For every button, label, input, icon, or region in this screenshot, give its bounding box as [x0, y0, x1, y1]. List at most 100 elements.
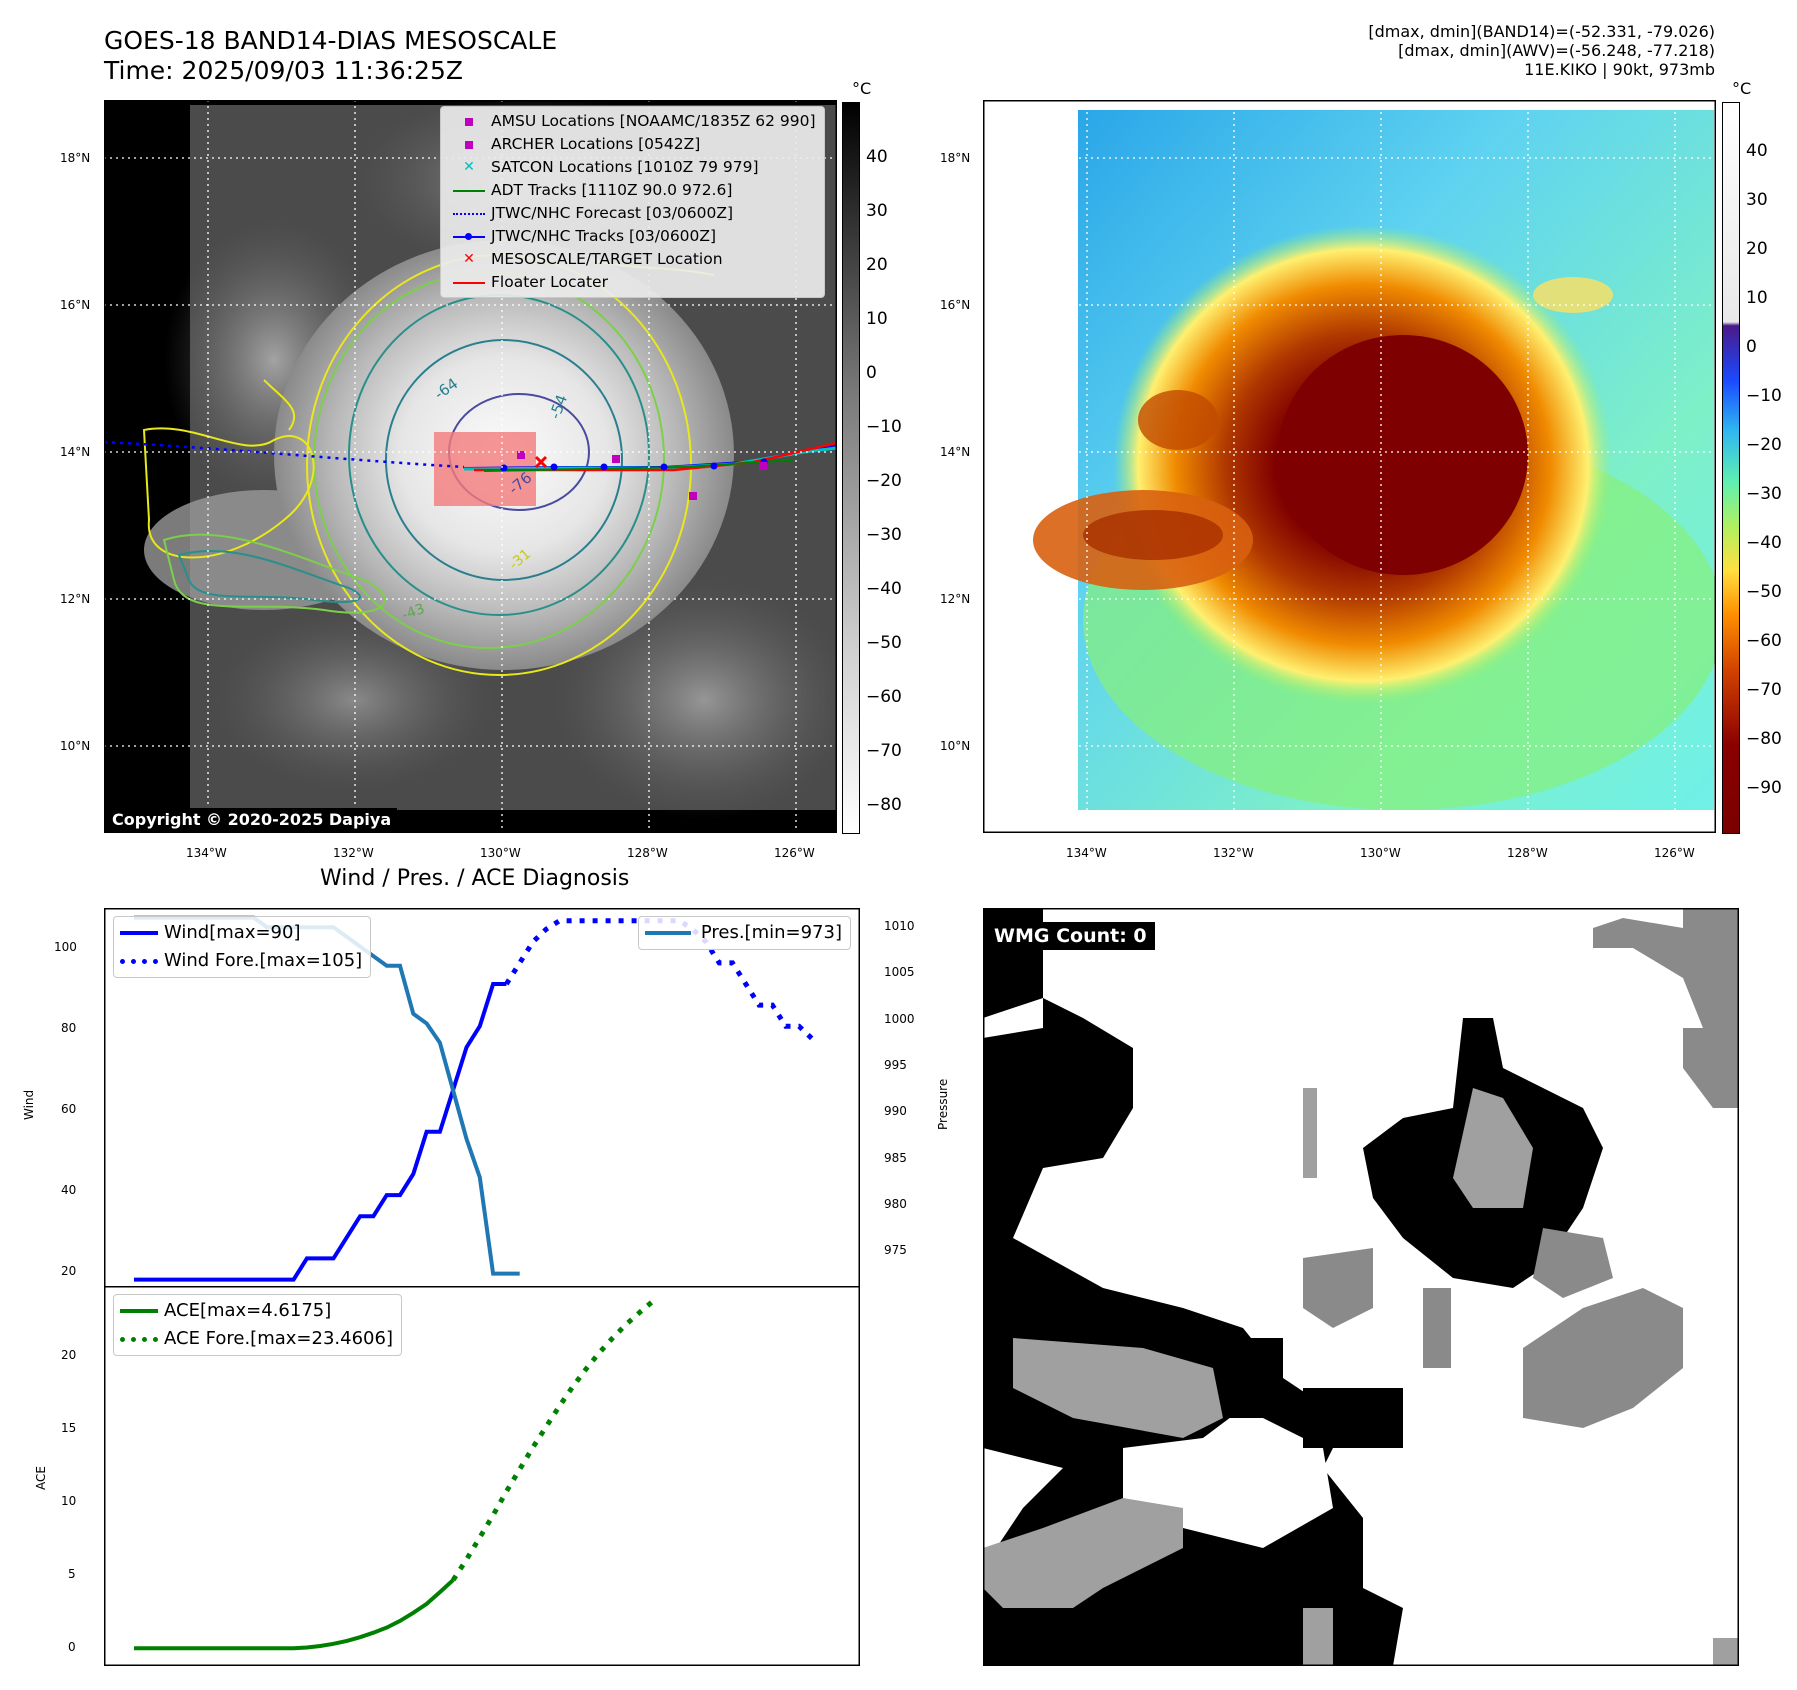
- gray-cb-tick-10: 10: [866, 309, 888, 329]
- pres-tick-975: 975: [884, 1243, 907, 1257]
- green-dotted-line-icon: [120, 1336, 164, 1342]
- legend-item-adt: ADT Tracks [1110Z 90.0 972.6]: [447, 179, 816, 202]
- legend-item-satcon: ✕ SATCON Locations [1010Z 79 979]: [447, 156, 816, 179]
- color-cb-tick-30: 30: [1746, 190, 1768, 210]
- legend-item-amsu: AMSU Locations [NOAAMC/1835Z 62 990]: [447, 110, 816, 133]
- wind-tick-20: 20: [61, 1264, 77, 1278]
- storm-info: [dmax, dmin](BAND14)=(-52.331, -79.026) …: [1368, 22, 1715, 79]
- lon-label-132w-right: 132°W: [1213, 846, 1254, 860]
- lat-label-16n: 16°N: [60, 298, 91, 312]
- info-line-1: [dmax, dmin](BAND14)=(-52.331, -79.026): [1368, 22, 1715, 41]
- ace-legend: ACE[max=4.6175] ACE Fore.[max=23.4606]: [113, 1294, 402, 1356]
- wmg-count-label: WMG Count: 0: [986, 922, 1155, 950]
- wind-tick-60: 60: [61, 1102, 77, 1116]
- gray-colorbar: [842, 102, 860, 834]
- wmg-mask-image: [983, 908, 1739, 1666]
- color-cb-tick-m30: −30: [1746, 484, 1782, 504]
- red-x-icon: ✕: [463, 251, 475, 267]
- gray-cb-tick-m30: −30: [866, 525, 902, 545]
- pres-tick-995: 995: [884, 1058, 907, 1072]
- ace-tick-20: 20: [61, 1348, 77, 1362]
- ace-chart: ACE[max=4.6175] ACE Fore.[max=23.4606]: [104, 1286, 860, 1666]
- lon-label-126w-right: 126°W: [1654, 846, 1695, 860]
- green-line-icon: [120, 1309, 164, 1313]
- cyan-x-icon: ✕: [463, 159, 475, 175]
- color-map-image: [983, 100, 1716, 833]
- color-cb-tick-m50: −50: [1746, 582, 1782, 602]
- ace-forecast-line: [451, 1299, 655, 1582]
- lat-label-18n-right: 18°N: [940, 151, 971, 165]
- gray-cb-tick-40: 40: [866, 147, 888, 167]
- lon-label-134w-right: 134°W: [1066, 846, 1107, 860]
- legend-item-archer: ARCHER Locations [0542Z]: [447, 133, 816, 156]
- color-colorbar: [1722, 102, 1740, 834]
- color-cb-tick-m70: −70: [1746, 680, 1782, 700]
- blue-dotted-line-icon: [120, 958, 164, 964]
- lat-label-10n: 10°N: [60, 739, 91, 753]
- info-line-2: [dmax, dmin](AWV)=(-56.248, -77.218): [1398, 41, 1715, 60]
- pres-tick-980: 980: [884, 1197, 907, 1211]
- gray-cb-tick-m80: −80: [866, 795, 902, 815]
- legend-item-tracks: JTWC/NHC Tracks [03/0600Z]: [447, 225, 816, 248]
- blue-dot-line-icon: [447, 226, 491, 248]
- title-line-2: Time: 2025/09/03 11:36:25Z: [104, 56, 463, 85]
- legend-item-floater: Floater Locater: [447, 271, 816, 294]
- gray-cb-tick-m60: −60: [866, 687, 902, 707]
- color-cb-tick-40: 40: [1746, 141, 1768, 161]
- pres-tick-990: 990: [884, 1104, 907, 1118]
- lat-label-12n: 12°N: [60, 592, 91, 606]
- color-cb-tick-10: 10: [1746, 288, 1768, 308]
- lon-label-126w: 126°W: [774, 846, 815, 860]
- lon-label-130w-right: 130°W: [1360, 846, 1401, 860]
- adt-track: [483, 459, 795, 472]
- ace-tick-5: 5: [68, 1567, 76, 1581]
- wind-tick-40: 40: [61, 1183, 77, 1197]
- lat-label-12n-right: 12°N: [940, 592, 971, 606]
- color-colorbar-unit: °C: [1732, 79, 1752, 98]
- red-line-icon: [447, 272, 491, 294]
- lat-label-14n: 14°N: [60, 445, 91, 459]
- lon-label-132w: 132°W: [333, 846, 374, 860]
- color-cb-tick-m20: −20: [1746, 435, 1782, 455]
- ace-axis-label: ACE: [34, 1466, 48, 1490]
- color-map-panel: [983, 100, 1716, 833]
- ace-tick-15: 15: [61, 1421, 77, 1435]
- map-legend: AMSU Locations [NOAAMC/1835Z 62 990] ARC…: [440, 106, 825, 298]
- wmg-panel: WMG Count: 0: [983, 908, 1739, 1666]
- pressure-legend: Pres.[min=973]: [637, 916, 851, 950]
- ir-map-panel: -64 -54 -76 -43 -31 Copyright © 2020-202…: [104, 100, 837, 833]
- wind-pressure-chart: Wind[max=90] Wind Fore.[max=105] Pres.[m…: [104, 908, 860, 1288]
- gray-cb-tick-m20: −20: [866, 471, 902, 491]
- ace-observed-line: [134, 1578, 455, 1651]
- wind-tick-100: 100: [54, 940, 77, 954]
- ace-tick-0: 0: [68, 1640, 76, 1654]
- color-cb-tick-m60: −60: [1746, 631, 1782, 651]
- blue-line-icon: [120, 931, 164, 935]
- color-cb-tick-0: 0: [1746, 337, 1757, 357]
- color-cb-tick-20: 20: [1746, 239, 1768, 259]
- wind-legend: Wind[max=90] Wind Fore.[max=105]: [113, 916, 372, 978]
- gray-cb-tick-m40: −40: [866, 579, 902, 599]
- pressure-axis-label: Pressure: [936, 1078, 950, 1130]
- wind-tick-80: 80: [61, 1021, 77, 1035]
- ace-tick-10: 10: [61, 1494, 77, 1508]
- legend-item-target: ✕ MESOSCALE/TARGET Location: [447, 248, 816, 271]
- green-line-icon: [447, 180, 491, 202]
- title-line-1: GOES-18 BAND14-DIAS MESOSCALE: [104, 26, 558, 55]
- gray-cb-tick-0: 0: [866, 363, 877, 383]
- gray-cb-tick-m70: −70: [866, 741, 902, 761]
- legend-item-pressure: Pres.[min=973]: [644, 919, 842, 947]
- legend-item-wind-forecast: Wind Fore.[max=105]: [120, 947, 362, 975]
- magenta-square-icon: [447, 111, 491, 133]
- gray-cb-tick-30: 30: [866, 201, 888, 221]
- contour-label-4: -43: [400, 601, 427, 624]
- lat-label-14n-right: 14°N: [940, 445, 971, 459]
- pres-tick-1005: 1005: [884, 965, 915, 979]
- wind-observed-line: [134, 982, 507, 1282]
- diagnosis-title: Wind / Pres. / ACE Diagnosis: [320, 866, 630, 891]
- legend-item-ace-forecast: ACE Fore.[max=23.4606]: [120, 1325, 393, 1353]
- color-cb-tick-m40: −40: [1746, 533, 1782, 553]
- color-cb-tick-m80: −80: [1746, 729, 1782, 749]
- gray-colorbar-unit: °C: [852, 79, 872, 98]
- wind-axis-label: Wind: [22, 1089, 36, 1120]
